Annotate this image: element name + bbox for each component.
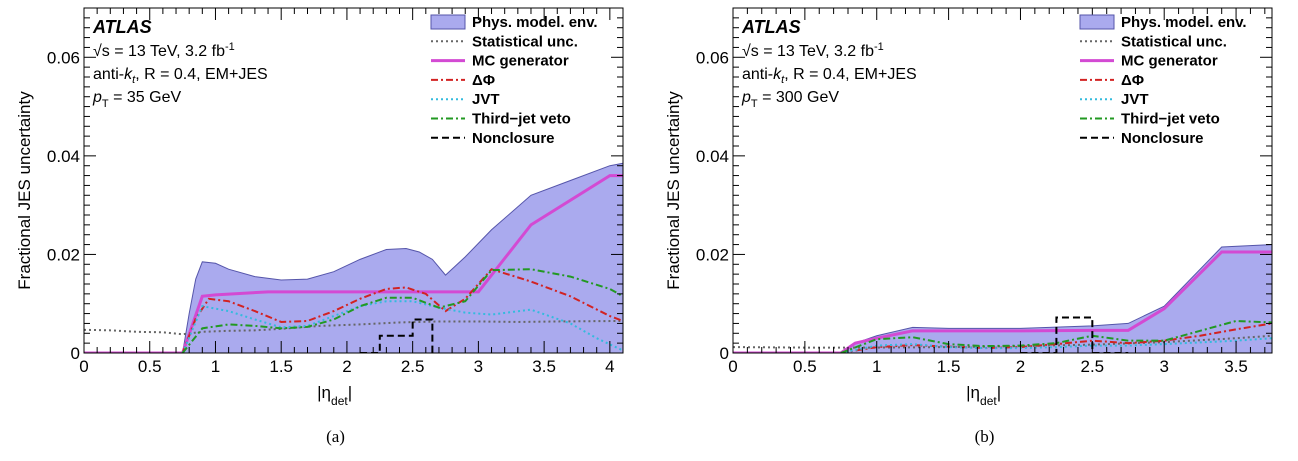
series-line-statistical-unc <box>733 334 1272 349</box>
x-tick-label: 0 <box>79 357 88 376</box>
x-tick-label: 2 <box>342 357 351 376</box>
legend-label: MC generator <box>472 53 569 70</box>
legend-swatch-band <box>430 14 466 30</box>
legend-label: Phys. model. env. <box>472 14 598 31</box>
series-line-statistical-unc <box>84 319 623 336</box>
y-axis-title: Fractional JES uncertainty <box>664 91 683 290</box>
legend-label: Third−jet veto <box>1121 111 1220 128</box>
x-tick-label: 3.5 <box>1224 357 1248 376</box>
series-line-nonclosure <box>1020 316 1129 353</box>
x-tick-label: 2.5 <box>401 357 425 376</box>
x-tick-label: 3 <box>1159 357 1168 376</box>
pt-label: pT = 300 GeV <box>741 89 839 110</box>
x-tick-label: 2.5 <box>1081 357 1105 376</box>
atlas-label: ATLAS <box>92 17 152 37</box>
x-tick-label: 3 <box>474 357 483 376</box>
plot-area <box>84 162 623 353</box>
series-line-third-jet-veto <box>181 268 623 353</box>
y-tick-label: 0.02 <box>696 245 729 264</box>
x-tick-label: 1.5 <box>269 357 293 376</box>
series-line-mc-generator <box>733 250 1272 353</box>
legend-label: ΔΦ <box>1121 72 1144 89</box>
x-axis-title: |ηdet| <box>966 383 1001 408</box>
chart-panel-b: 0 0.5 1 1.5 2 2.5 3 3.5 0 0.02 0.04 0.06 Fractional … <box>649 0 1298 461</box>
plot-area <box>733 244 1272 353</box>
series-line-jvt <box>840 337 1272 353</box>
series-line-nonclosure <box>360 318 434 353</box>
y-tick-label: 0.06 <box>696 48 729 67</box>
x-tick-label: 1.5 <box>937 357 961 376</box>
x-tick-label: 0 <box>728 357 737 376</box>
legend-label: Nonclosure <box>1121 130 1204 147</box>
legend-label: Nonclosure <box>472 130 555 147</box>
x-tick-label: 0.5 <box>793 357 817 376</box>
legend-label: JVT <box>1121 91 1149 108</box>
x-tick-label: 4 <box>605 357 614 376</box>
y-tick-label: 0.06 <box>47 48 80 67</box>
panel-caption: (a) <box>326 427 345 446</box>
legend-label: MC generator <box>1121 53 1218 70</box>
legend-swatch-band <box>1079 14 1115 30</box>
series-line-mc-generator <box>84 174 623 353</box>
legend-label: Statistical unc. <box>472 33 578 50</box>
legend-label: Phys. model. env. <box>1121 14 1247 31</box>
atlas-label: ATLAS <box>741 17 801 37</box>
x-tick-label: 1 <box>872 357 881 376</box>
y-tick-label: 0 <box>71 344 80 363</box>
pt-label: pT = 35 GeV <box>92 89 181 110</box>
series-line-third-jet-veto <box>840 319 1272 353</box>
legend-label: Statistical unc. <box>1121 33 1227 50</box>
legend-label: JVT <box>472 91 500 108</box>
y-tick-label: 0.04 <box>47 147 80 166</box>
y-axis-title: Fractional JES uncertainty <box>15 91 34 290</box>
legend-label: ΔΦ <box>472 72 495 89</box>
x-tick-label: 1 <box>211 357 220 376</box>
energy-lumi-label: √s = 13 TeV, 3.2 fb-1 <box>93 41 235 60</box>
x-axis-title: |ηdet| <box>317 383 352 408</box>
chart-b-svg: 0 0.5 1 1.5 2 2.5 3 3.5 0 0.02 0.04 0.06 Fractional … <box>664 7 1273 446</box>
x-tick-label: 2 <box>1016 357 1025 376</box>
y-tick-label: 0.04 <box>696 147 729 166</box>
y-tick-label: 0 <box>720 344 729 363</box>
series-line-series-3 <box>181 268 623 353</box>
energy-lumi-label: √s = 13 TeV, 3.2 fb-1 <box>742 41 884 60</box>
y-tick-label: 0.02 <box>47 245 80 264</box>
plot-frame <box>732 7 1273 354</box>
x-tick-label: 3.5 <box>532 357 556 376</box>
chart-a-svg: 0 0.5 1 1.5 2 2.5 3 3.5 4 0 0.02 0.04 0.06 Fractional… <box>15 7 624 446</box>
series-band-edge-phys-model-env <box>84 162 623 353</box>
jet-algorithm-label: anti-kt, R = 0.4, EM+JES <box>93 66 268 86</box>
legend-label: Third−jet veto <box>472 111 571 128</box>
jet-algorithm-label: anti-kt, R = 0.4, EM+JES <box>742 66 917 86</box>
plot-frame <box>83 7 624 354</box>
chart-panel-a: 0 0.5 1 1.5 2 2.5 3 3.5 4 0 0.02 0.04 0.06 Fractional… <box>15 7 624 446</box>
series-line-jvt <box>181 300 623 353</box>
panel-caption: (b) <box>975 427 995 446</box>
x-tick-label: 0.5 <box>138 357 162 376</box>
series-band-phys-model-env <box>84 163 623 353</box>
